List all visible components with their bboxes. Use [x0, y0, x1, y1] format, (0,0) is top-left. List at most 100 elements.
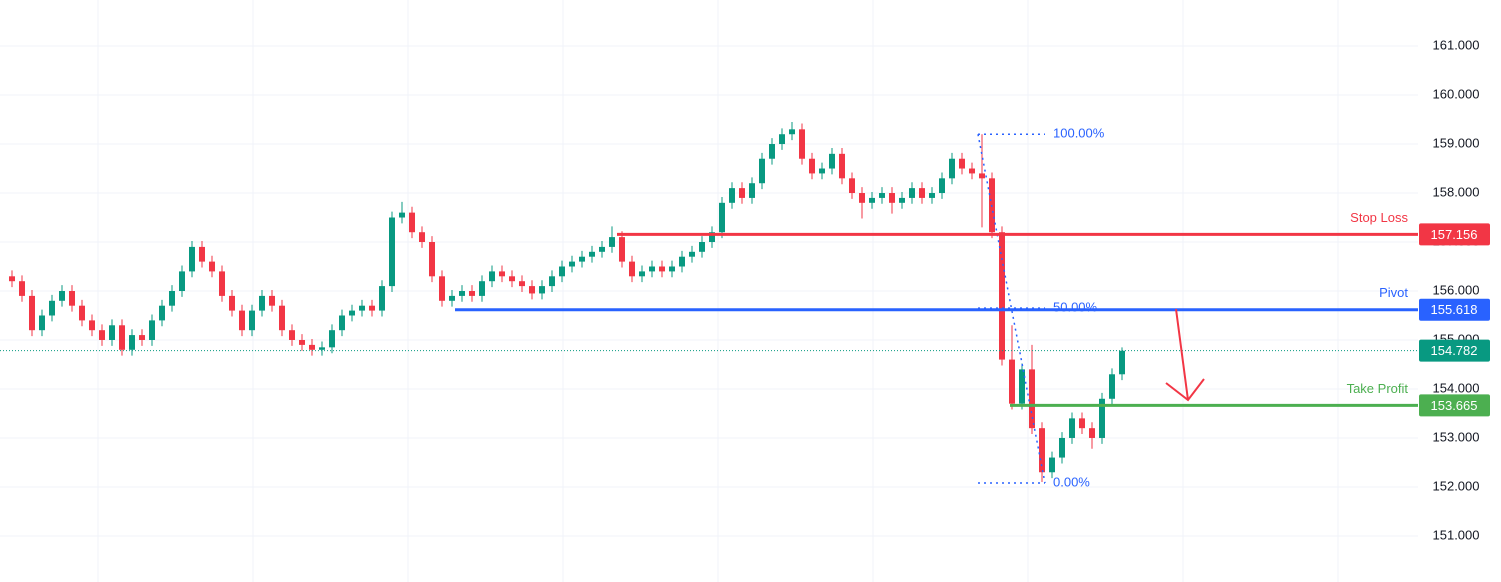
- candle-body: [69, 291, 75, 306]
- candle-body: [139, 335, 145, 340]
- candle-body: [329, 330, 335, 348]
- candle-body: [49, 300, 55, 316]
- candle-body: [39, 315, 45, 331]
- candle-body: [219, 271, 225, 296]
- candle-body: [379, 286, 385, 311]
- candle-body: [529, 286, 535, 294]
- price-tag-label: 153.665: [1431, 398, 1478, 413]
- level-name: Take Profit: [1347, 381, 1409, 396]
- price-tag: [1419, 223, 1490, 246]
- candle-body: [109, 325, 115, 340]
- candle-body: [59, 291, 65, 301]
- candle-body: [619, 237, 625, 262]
- candle-body: [849, 178, 855, 194]
- candle-body: [749, 183, 755, 198]
- candle-body: [559, 266, 565, 277]
- candle-body: [159, 305, 165, 321]
- candle-body: [919, 188, 925, 198]
- candle-body: [239, 310, 245, 331]
- candle-body: [599, 246, 605, 252]
- candle-body: [119, 325, 125, 350]
- candle-body: [829, 153, 835, 169]
- price-tag: [1419, 339, 1490, 362]
- candle-body: [1119, 350, 1125, 375]
- price-tag-label: 154.782: [1431, 343, 1478, 358]
- candle-body: [19, 281, 25, 296]
- candle-body: [279, 305, 285, 331]
- candle-body: [179, 271, 185, 291]
- y-tick-label: 159.000: [1433, 135, 1480, 150]
- y-tick-label: 154.000: [1433, 380, 1480, 395]
- candle-body: [519, 281, 525, 287]
- y-tick-label: 152.000: [1433, 478, 1480, 493]
- candle-body: [639, 271, 645, 277]
- candle-body: [469, 291, 475, 296]
- candle-body: [929, 193, 935, 198]
- candle-body: [769, 144, 775, 159]
- candle-body: [739, 188, 745, 198]
- candle-body: [839, 153, 845, 179]
- candle-body: [799, 129, 805, 159]
- candle-body: [1099, 398, 1105, 438]
- candle-body: [359, 305, 365, 311]
- candle-body: [689, 251, 695, 257]
- y-tick-label: 160.000: [1433, 86, 1480, 101]
- candle-body: [879, 193, 885, 198]
- candle-body: [1089, 428, 1095, 438]
- plot: 100.00% 50.00% 0.00% Stop Loss Pivot Take Pro…: [0, 121, 1418, 489]
- candle-body: [609, 237, 615, 247]
- level-name: Pivot: [1379, 285, 1408, 300]
- candle-body: [569, 261, 575, 267]
- candle-body: [509, 276, 515, 282]
- candle-body: [1059, 437, 1065, 458]
- candle-body: [1069, 418, 1075, 438]
- candle-body: [959, 158, 965, 169]
- candle-body: [999, 232, 1005, 360]
- candle-body: [949, 158, 955, 179]
- candle-body: [479, 281, 485, 296]
- level-name: Stop Loss: [1350, 210, 1408, 225]
- candle-body: [859, 193, 865, 203]
- y-tick-label: 151.000: [1433, 527, 1480, 542]
- candle-body: [459, 291, 465, 296]
- candle-body: [1019, 369, 1025, 404]
- candle-body: [819, 168, 825, 174]
- candle-body: [99, 330, 105, 340]
- candle-body: [79, 305, 85, 321]
- candle-body: [979, 173, 985, 179]
- fib-trend: [977, 134, 1046, 484]
- candle-body: [909, 188, 915, 198]
- candle-body: [649, 266, 655, 272]
- price-axis: 151.000152.000153.000154.000155.000156.0…: [1419, 37, 1490, 542]
- candle-body: [189, 246, 195, 272]
- candle-body: [719, 202, 725, 233]
- candle-body: [9, 276, 15, 282]
- candle-body: [419, 232, 425, 243]
- candle-body: [409, 212, 415, 233]
- candle-body: [869, 197, 875, 203]
- candle-body: [209, 261, 215, 272]
- y-tick-label: 156.000: [1433, 282, 1480, 297]
- candle-body: [439, 276, 445, 301]
- candle-body: [589, 251, 595, 257]
- candle-body: [249, 310, 255, 331]
- candle-body: [759, 158, 765, 184]
- candle-body: [169, 291, 175, 306]
- price-tag: [1419, 298, 1490, 321]
- candle-body: [939, 178, 945, 194]
- candle-body: [579, 256, 585, 262]
- candle-body: [549, 276, 555, 287]
- candle-body: [659, 266, 665, 272]
- y-tick-label: 158.000: [1433, 184, 1480, 199]
- candle-body: [969, 168, 975, 174]
- price-tag-label: 157.156: [1431, 227, 1478, 242]
- candle-body: [489, 271, 495, 282]
- candle-body: [29, 295, 35, 331]
- fib-label: 50.00%: [1053, 300, 1098, 315]
- candle-body: [269, 295, 275, 306]
- candle-body: [429, 242, 435, 277]
- candle-body: [1029, 369, 1035, 429]
- candle-body: [369, 305, 375, 311]
- candle-body: [679, 256, 685, 267]
